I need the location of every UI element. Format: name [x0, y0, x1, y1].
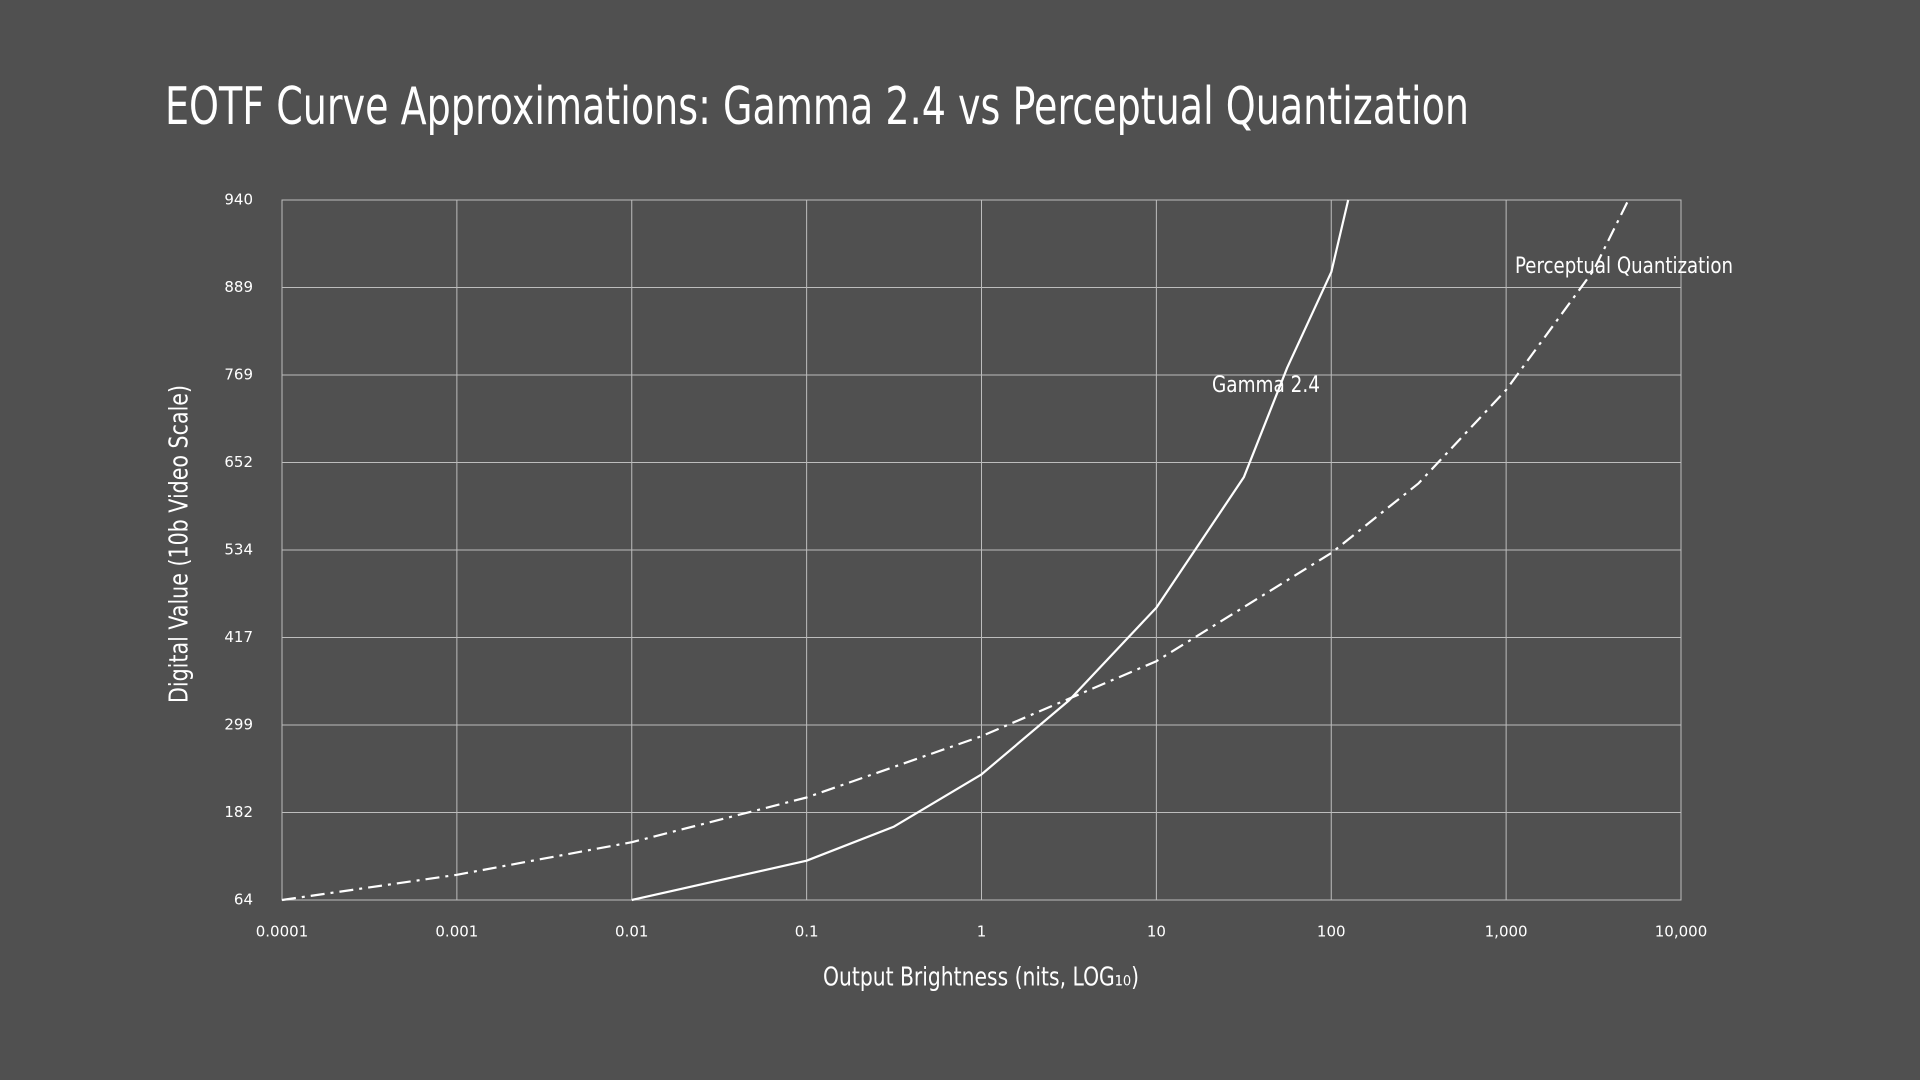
y-tick-label: 889 [224, 278, 253, 296]
x-tick-label: 0.1 [795, 923, 819, 941]
x-tick-label: 0.01 [615, 923, 648, 941]
y-tick-label: 299 [224, 716, 253, 734]
series-label: Gamma 2.4 [1212, 373, 1320, 398]
chart-title: EOTF Curve Approximations: Gamma 2.4 vs … [165, 77, 1469, 137]
y-tick-label: 940 [224, 191, 253, 209]
x-tick-label: 1,000 [1485, 923, 1528, 941]
x-tick-label: 100 [1317, 923, 1346, 941]
y-tick-label: 417 [224, 628, 253, 646]
y-axis-label: Digital Value (10b Video Scale) [165, 385, 195, 703]
y-tick-label: 652 [224, 453, 253, 471]
x-axis-label: Output Brightness (nits, LOG₁₀) [823, 963, 1139, 993]
series-line [281, 199, 1630, 902]
x-tick-label: 1 [977, 923, 987, 941]
y-tick-label: 182 [224, 803, 253, 821]
x-tick-label: 0.001 [435, 923, 478, 941]
x-tick-label: 0.0001 [256, 923, 309, 941]
x-tick-label: 10 [1147, 923, 1166, 941]
y-tick-label: 769 [224, 366, 253, 384]
x-tick-label: 10,000 [1655, 923, 1708, 941]
series-line [631, 199, 1350, 902]
y-tick-label: 64 [234, 891, 253, 909]
y-tick-label: 534 [224, 541, 253, 559]
series-label: Perceptual Quantization [1515, 254, 1733, 279]
